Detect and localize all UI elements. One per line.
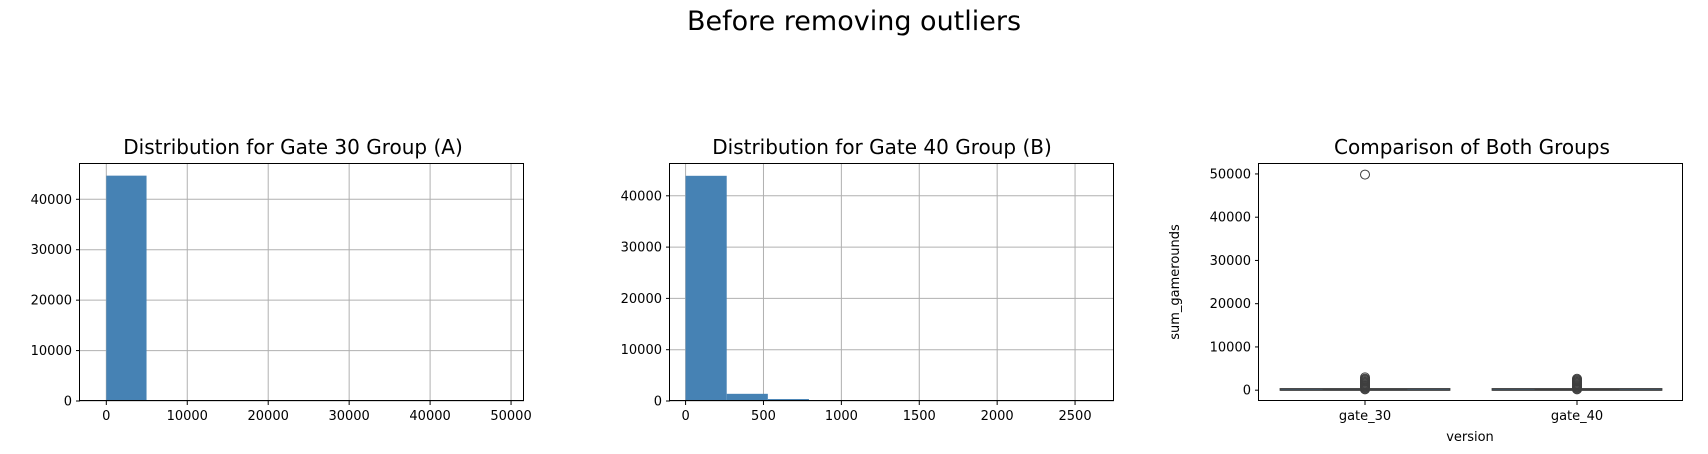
boxplot-box-gate_40 [1491, 373, 1663, 395]
histogram-gate-30-y-tick-label: 40000 [31, 193, 72, 208]
histogram-gate-40-title: Distribution for Gate 40 Group (B) [712, 135, 1052, 159]
histogram-gate-30-x-tick-label: 10000 [167, 409, 208, 424]
histogram-gate-30-grid [80, 164, 524, 402]
boxplot-y-tick-label: 40000 [1210, 211, 1251, 226]
boxplot-x-axis-label: version [1446, 430, 1494, 445]
histogram-gate-40-grid [670, 164, 1114, 402]
boxplot-y-tick-label: 30000 [1210, 254, 1251, 269]
boxplot-x-tick-label: gate_30 [1339, 409, 1391, 424]
histogram-gate-40-y-tick-label: 30000 [621, 241, 662, 256]
histogram-gate-30-x-tick-label: 20000 [248, 409, 289, 424]
histogram-gate-30-x-tick-label: 50000 [490, 409, 531, 424]
histogram-gate-40-panel: Distribution for Gate 40 Group (B) 0 500 1… [621, 135, 1114, 424]
histogram-gate-40-x-tick-label: 2500 [1059, 409, 1092, 424]
histogram-gate-30-ticks: 0 10000 20000 30000 40000 50000 0 10000 20000 300… [31, 193, 532, 424]
histogram-gate-30-y-tick-label: 30000 [31, 243, 72, 258]
histogram-gate-40-y-tick-label: 10000 [621, 343, 662, 358]
boxplot-ticks: 0 10000 20000 30000 40000 50000 gate_30 gate_40 [1210, 167, 1604, 424]
histogram-gate-40-y-tick-label: 20000 [621, 292, 662, 307]
histogram-gate-40-y-tick-label: 0 [654, 395, 662, 410]
histogram-gate-40-bar [685, 175, 727, 401]
histogram-gate-40-x-tick-label: 2000 [981, 409, 1014, 424]
boxplot-y-tick-label: 10000 [1210, 340, 1251, 355]
histogram-gate-40-x-tick-label: 0 [681, 409, 689, 424]
boxplot-plot-frame [1258, 163, 1683, 401]
histogram-gate-30-plot-frame [79, 163, 524, 401]
boxplot-comparison-title: Comparison of Both Groups [1334, 135, 1610, 159]
histogram-gate-30-bars [106, 175, 509, 401]
boxplot-y-tick-label: 0 [1243, 384, 1251, 399]
boxplot-x-tick-label: gate_40 [1551, 409, 1603, 424]
histogram-gate-40-x-tick-label: 1000 [825, 409, 858, 424]
histogram-gate-30-x-tick-label: 40000 [409, 409, 450, 424]
boxplot-outlier-point [1360, 384, 1370, 395]
boxplot-comparison-panel: Comparison of Both Groups 0 10000 20000 300… [1168, 135, 1683, 445]
histogram-gate-30-x-tick-label: 0 [102, 409, 110, 424]
boxplot-y-tick-label: 50000 [1210, 167, 1251, 182]
boxplot-y-axis-label: sum_gamerounds [1168, 224, 1183, 340]
histogram-gate-40-ticks: 0 500 1000 1500 2000 2500 0 10000 20000 30000 4000… [621, 189, 1092, 424]
boxplot-box-gate_30 [1279, 169, 1451, 395]
histogram-gate-40-x-tick-label: 500 [751, 409, 776, 424]
histogram-gate-40-y-tick-label: 40000 [621, 189, 662, 204]
boxplot-outlier-point [1360, 169, 1370, 180]
histogram-gate-40-bars [685, 175, 1097, 401]
histogram-gate-40-x-tick-label: 1500 [903, 409, 936, 424]
histogram-gate-30-bar [106, 175, 147, 401]
boxplot-boxes [1279, 169, 1663, 395]
histogram-gate-40-plot-frame [669, 163, 1114, 401]
histogram-gate-30-y-tick-label: 20000 [31, 294, 72, 309]
boxplot-outlier-point [1572, 384, 1582, 395]
histogram-gate-30-panel: Distribution for Gate 30 Group (A) 0 1000… [31, 135, 532, 424]
histogram-gate-40-bar [726, 393, 768, 401]
boxplot-y-tick-label: 20000 [1210, 297, 1251, 312]
histogram-gate-30-y-tick-label: 10000 [31, 344, 72, 359]
histogram-gate-30-x-tick-label: 30000 [328, 409, 369, 424]
histogram-gate-30-y-tick-label: 0 [64, 395, 72, 410]
histogram-gate-30-title: Distribution for Gate 30 Group (A) [123, 135, 463, 159]
figure-suptitle: Before removing outliers [687, 6, 1021, 37]
